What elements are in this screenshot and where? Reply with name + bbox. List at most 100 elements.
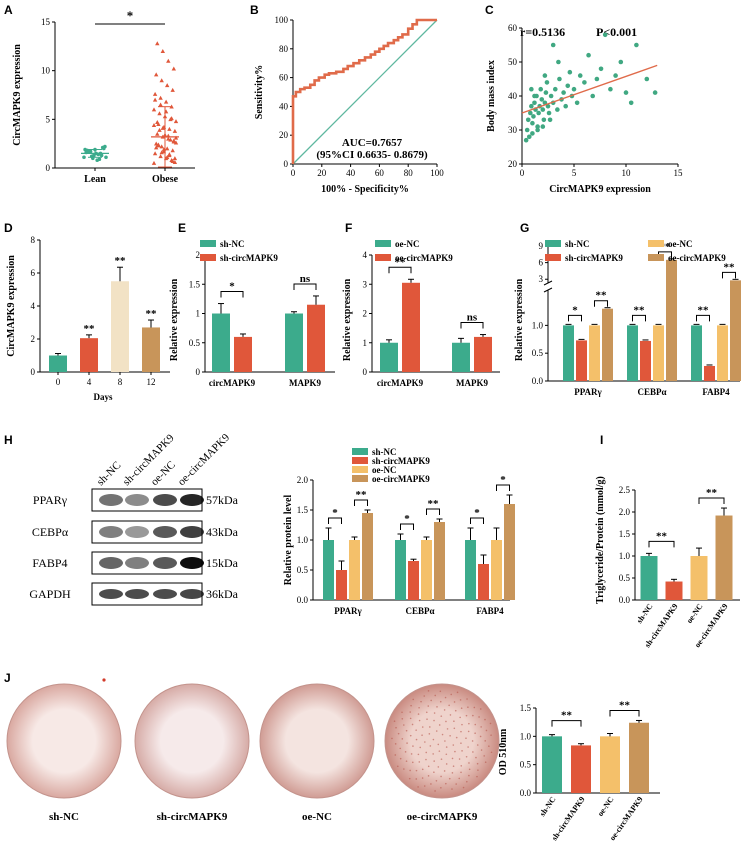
c-point (550, 42, 556, 48)
c-point (567, 69, 573, 75)
g-sig: ** (634, 304, 646, 316)
dish (259, 683, 375, 799)
g-bar (627, 325, 638, 381)
wb-kda-label: 15kDa (206, 556, 239, 570)
wb-band (180, 526, 204, 538)
c-point (644, 76, 650, 82)
c-point (535, 127, 540, 133)
a-obese-point (159, 78, 164, 83)
c-point (634, 42, 639, 48)
a-obese-point (159, 144, 164, 149)
b-ylabel: Sensitivity% (254, 65, 265, 119)
wb-band (125, 589, 149, 599)
dish-stain-dot (468, 768, 471, 771)
c-point (613, 73, 618, 78)
g-ytick-label: 0.5 (532, 348, 544, 358)
g-legend-label: sh-NC (565, 239, 590, 249)
g-axis-break (543, 280, 553, 286)
wb-band (99, 494, 123, 506)
h-legend-swatch (352, 448, 368, 455)
a-obese-point (167, 153, 172, 158)
g-bar (691, 325, 702, 381)
dish-stain-dot (412, 698, 415, 701)
h-ylabel: Relative protein level (283, 495, 294, 586)
c-point (525, 117, 531, 123)
dish-stain-dot (483, 755, 486, 757)
dish-stain-dot (450, 693, 453, 696)
e-ytick-label: 0.5 (189, 338, 201, 348)
wb-band (99, 526, 123, 538)
dish-stain-dot (421, 734, 423, 736)
c-point (523, 137, 529, 143)
dish-stain-dot (468, 762, 470, 764)
a-obese-point (165, 146, 170, 151)
h-bracket (470, 517, 484, 524)
d-bar (142, 327, 160, 372)
dish-stain-dot (488, 745, 490, 747)
g-legend-label: sh-circMAPK9 (565, 253, 623, 263)
c-xtick-label: 0 (520, 168, 525, 178)
e-legend-swatch (200, 240, 216, 247)
dish-stain-dot (427, 775, 430, 777)
h-xtick-label: CEBPα (405, 606, 434, 616)
d-ytick-label: 2 (31, 334, 36, 344)
dish-stain-dot (399, 747, 402, 750)
i-bar (690, 556, 708, 600)
c-point (540, 124, 546, 129)
h-ytick-label: 2.0 (297, 475, 309, 485)
f-legend-swatch (375, 240, 391, 247)
dish-stain-dot (461, 750, 463, 752)
h-legend-label: sh-NC (372, 447, 397, 457)
e-legend-label: sh-circMAPK9 (220, 253, 278, 263)
b-xtick-label: 60 (375, 168, 385, 178)
dish-stain-dot (433, 712, 436, 714)
dish-stain-dot (438, 724, 441, 726)
dish-stain-dot (453, 720, 455, 723)
d-sig: ** (115, 255, 127, 267)
dish-stain-dot (408, 777, 411, 780)
d-sig: ** (146, 308, 158, 320)
c-ylabel: Body mass index (486, 60, 497, 132)
a-obese-point (158, 95, 163, 100)
h-ytick-label: 1.5 (297, 505, 309, 515)
g-ylabel: Relative expression (514, 278, 525, 361)
d-ytick-label: 8 (31, 235, 36, 245)
c-point (547, 117, 553, 123)
f-ytick-label: 0 (363, 367, 368, 377)
dish-stain-dot (479, 735, 482, 738)
dish-stain-dot (460, 742, 462, 744)
dish-stain-dot (393, 720, 396, 723)
panel-letter-a: A (4, 3, 13, 17)
h-bar (434, 522, 445, 600)
f-sig: ** (395, 256, 407, 268)
c-xlabel: CircMAPK9 expression (549, 184, 651, 195)
g-bar (666, 259, 677, 381)
c-ytick-label: 20 (508, 159, 518, 169)
dish-stain-dot (419, 746, 422, 749)
h-bar (362, 513, 373, 600)
a-xtick-label: Obese (152, 174, 179, 185)
dish-stain-dot (445, 720, 447, 723)
wb-protein-label: CEBPα (32, 525, 69, 539)
dish-stain-dot (418, 706, 420, 709)
dish-stain-dot (468, 774, 470, 777)
c-point (529, 103, 534, 109)
g-legend-label: oe-circMAPK9 (668, 253, 726, 263)
f-ytick-label: 2 (363, 309, 368, 319)
panel-letter-d: D (4, 221, 13, 235)
dish-stain-dot (434, 790, 436, 792)
dish-stain-dot (460, 707, 463, 709)
dish-stain-dot (448, 777, 451, 780)
a-obese-point (152, 91, 158, 96)
wb-kda-label: 36kDa (206, 587, 239, 601)
g-bracket (594, 300, 608, 307)
dish-stain-dot (444, 696, 447, 699)
c-xtick-label: 10 (622, 168, 632, 178)
c-point (532, 93, 537, 99)
oil-red-o-dishes: sh-NC sh-circMAPK9 oe-NC oe-circMAPK9 (6, 678, 500, 823)
dish-stain-dot (428, 733, 431, 735)
h-bar (323, 540, 334, 600)
f-bar (474, 336, 492, 372)
h-ytick-label: 1.0 (297, 535, 309, 545)
e-legend-label: sh-NC (220, 239, 245, 249)
